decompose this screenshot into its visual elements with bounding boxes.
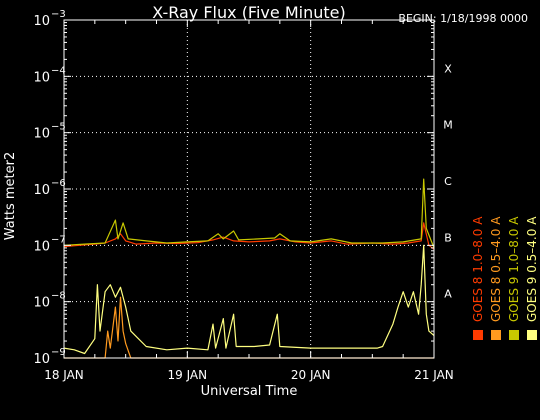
legend-item: GOES 9 1.0–8.0 A — [507, 216, 521, 340]
chart-title: X-Ray Flux (Five Minute) — [152, 3, 345, 22]
flare-class-label: A — [444, 288, 452, 301]
flare-class-label: M — [443, 119, 453, 132]
grid-layer — [64, 20, 434, 358]
legend-label: GOES 8 1.0–8.0 A — [471, 216, 485, 322]
y-tick-label: 10 −9 — [33, 347, 65, 367]
y-tick-base: 10 — [33, 14, 50, 29]
x-tick-label: 21 JAN — [414, 368, 454, 382]
series-layer — [63, 178, 435, 359]
legend-label: GOES 9 0.5–4.0 A — [525, 216, 539, 322]
legend-label: GOES 9 1.0–8.0 A — [507, 216, 521, 322]
y-tick-base: 10 — [33, 239, 50, 254]
flare-class-label: B — [444, 231, 452, 244]
legend-item: GOES 8 1.0–8.0 A — [471, 216, 485, 340]
y-axis-label: Watts meter2 — [3, 152, 18, 240]
y-tick-label: 10 −6 — [33, 178, 65, 198]
y-tick-exponent: −3 — [51, 9, 66, 20]
y-tick-base: 10 — [33, 183, 50, 198]
begin-label: BEGIN: 1/18/1998 0000 — [398, 12, 528, 25]
legend-swatch — [473, 330, 483, 340]
y-tick-exponent: −4 — [51, 65, 66, 76]
x-tick-label: 20 JAN — [291, 368, 331, 382]
y-tick-label: 10 −3 — [33, 9, 65, 29]
legend-item: GOES 9 0.5–4.0 A — [525, 216, 539, 340]
y-tick-exponent: −7 — [51, 234, 66, 245]
y-tick-exponent: −8 — [51, 291, 66, 302]
legend-item: GOES 8 0.5–4.0 A — [489, 216, 503, 340]
y-tick-label: 10 −7 — [33, 234, 65, 254]
legend-swatch — [509, 330, 519, 340]
legend: GOES 8 1.0–8.0 A GOES 8 0.5–4.0 A GOES 9 1… — [471, 216, 539, 340]
y-tick-exponent: −9 — [51, 347, 66, 358]
x-tick-label: 18 JAN — [44, 368, 84, 382]
legend-swatch — [527, 330, 537, 340]
flare-class-label: C — [444, 175, 452, 188]
series-line-3 — [63, 244, 435, 355]
y-tick-base: 10 — [33, 296, 50, 311]
y-tick-label: 10 −4 — [33, 65, 65, 85]
series-line-2 — [63, 178, 435, 249]
x-axis-label: Universal Time — [201, 384, 298, 399]
y-tick-label: 10 −8 — [33, 291, 65, 311]
y-tick-label: 10 −5 — [33, 122, 65, 142]
y-tick-exponent: −6 — [51, 178, 66, 189]
y-tick-base: 10 — [33, 70, 50, 85]
x-tick-label: 19 JAN — [168, 368, 208, 382]
y-tick-exponent: −5 — [51, 122, 66, 133]
series-line-1 — [64, 296, 434, 359]
legend-swatch — [491, 330, 501, 340]
flare-class-label: X — [444, 62, 452, 75]
y-tick-base: 10 — [33, 127, 50, 142]
y-tick-base: 10 — [33, 352, 50, 367]
legend-label: GOES 8 0.5–4.0 A — [489, 216, 503, 322]
